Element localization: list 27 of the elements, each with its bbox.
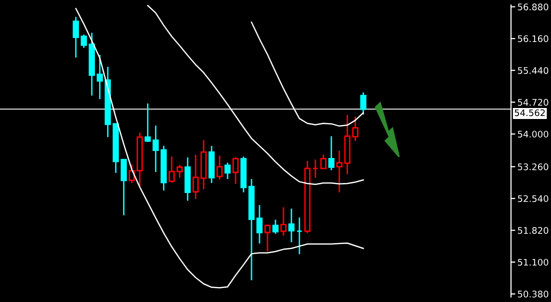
y-tick-label: 54.720 xyxy=(518,98,548,106)
y-tick-label: 56.160 xyxy=(518,35,548,42)
line-series xyxy=(250,22,364,127)
y-tick-label: 51.100 xyxy=(518,258,548,266)
candlestick xyxy=(272,219,279,235)
candlestick xyxy=(320,154,326,170)
y-tick-label: 50.380 xyxy=(518,290,548,298)
line-series xyxy=(147,5,364,185)
y-tick-label: 53.260 xyxy=(518,163,548,170)
y-tick-label: 52.540 xyxy=(518,195,548,202)
candlestick xyxy=(192,154,199,200)
y-tick-label: 56.880 xyxy=(518,3,548,10)
candlestick xyxy=(224,162,231,180)
candlestick xyxy=(296,216,303,255)
candlestick xyxy=(256,204,263,244)
y-tick-label: 55.440 xyxy=(518,67,548,74)
line-series xyxy=(75,8,364,288)
y-tick-label: 54.000 xyxy=(518,130,548,138)
candlestick xyxy=(288,208,295,243)
candlestick xyxy=(264,224,271,252)
candlestick xyxy=(232,156,239,185)
candlestick xyxy=(280,206,287,236)
candlestick xyxy=(328,136,334,171)
ref-line-label: 54.562 xyxy=(514,109,545,116)
candlestick xyxy=(360,92,366,116)
y-tick-label: 51.820 xyxy=(518,227,548,234)
candlestick xyxy=(216,154,223,180)
